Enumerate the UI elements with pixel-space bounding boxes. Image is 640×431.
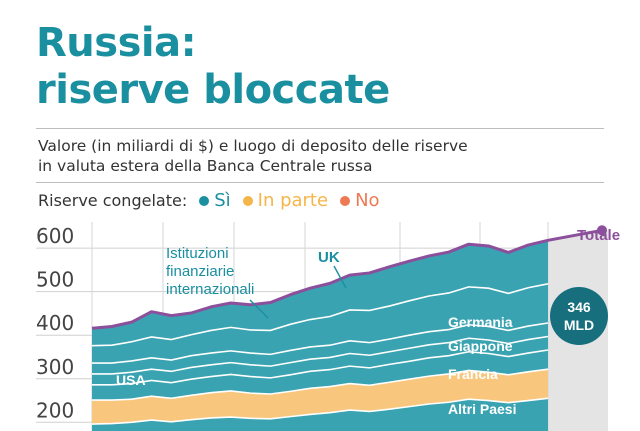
legend-item-no: No [340, 190, 380, 211]
chart-annotations: USA Altri Paesi Francia Giappone Germania Ist… [116, 227, 620, 417]
blocked-badge [550, 287, 608, 345]
legend-item-in-parte: In parte [242, 190, 329, 211]
label-uk: UK [318, 249, 340, 266]
legend-label-in-parte: In parte [257, 190, 329, 211]
label-usa: USA [116, 372, 146, 388]
series-boundary-usa [91, 397, 549, 425]
legend: Riserve congelate: Sì In parte No [38, 190, 392, 211]
legend-label-si: Sì [214, 190, 231, 211]
label-altri-paesi: Altri Paesi [448, 401, 516, 417]
chart-bands [91, 225, 607, 431]
legend-title: Riserve congelate: [38, 191, 188, 210]
series-boundary-germania [92, 322, 549, 364]
title-line-1: Russia: [36, 20, 197, 66]
legend-label-no: No [355, 190, 380, 211]
badge-value: 346 [567, 299, 591, 315]
label-francia: Francia [448, 366, 498, 382]
series-boundary-istituzioni-finanziarie-internazionali [91, 283, 549, 347]
y-tick-label: 500 [36, 268, 74, 292]
label-ist-line-1: Istituzioni [166, 245, 229, 262]
y-tick-label: 600 [36, 224, 74, 248]
total-line [91, 228, 603, 330]
ist-leader-line [249, 299, 269, 319]
legend-dot-in-parte [242, 195, 253, 206]
y-tick-label: 300 [36, 355, 74, 379]
y-tick-label: 400 [36, 311, 74, 335]
label-germania: Germania [448, 314, 513, 330]
label-uk-halo: UK [318, 249, 340, 266]
y-tick-label: 200 [36, 398, 74, 422]
legend-dot-si [199, 195, 210, 206]
series-boundary-giappone [92, 335, 549, 375]
label-giappone: Giappone [448, 338, 513, 354]
legend-dot-no [340, 195, 351, 206]
chart-title: Russia: riserve bloccate [36, 20, 596, 114]
area-altri-paesi [92, 369, 548, 425]
title-line-2: riserve bloccate [36, 67, 390, 113]
badge-unit: MLD [564, 317, 594, 333]
subtitle-top-rule [36, 128, 604, 129]
subtitle-line-1: Valore (in miliardi di $) e luogo di dep… [38, 137, 468, 155]
y-tick-labels: 600 500 400 300 200 [36, 224, 74, 422]
total-end-dot [597, 225, 607, 236]
subtitle-line-2: in valuta estera della Banca Centrale ru… [38, 157, 373, 175]
series-boundary-altri-paesi [92, 368, 549, 401]
label-ist-line-3: internazionali [166, 281, 254, 298]
subtitle-bottom-rule [36, 182, 604, 183]
label-totale: Totale [577, 227, 620, 244]
label-ist-line-2: finanziarie [166, 263, 234, 280]
chart-subtitle: Valore (in miliardi di $) e luogo di dep… [38, 136, 603, 176]
series-boundary-francia [92, 349, 549, 386]
legend-item-si: Sì [199, 190, 231, 211]
uk-leader-line [333, 265, 347, 289]
